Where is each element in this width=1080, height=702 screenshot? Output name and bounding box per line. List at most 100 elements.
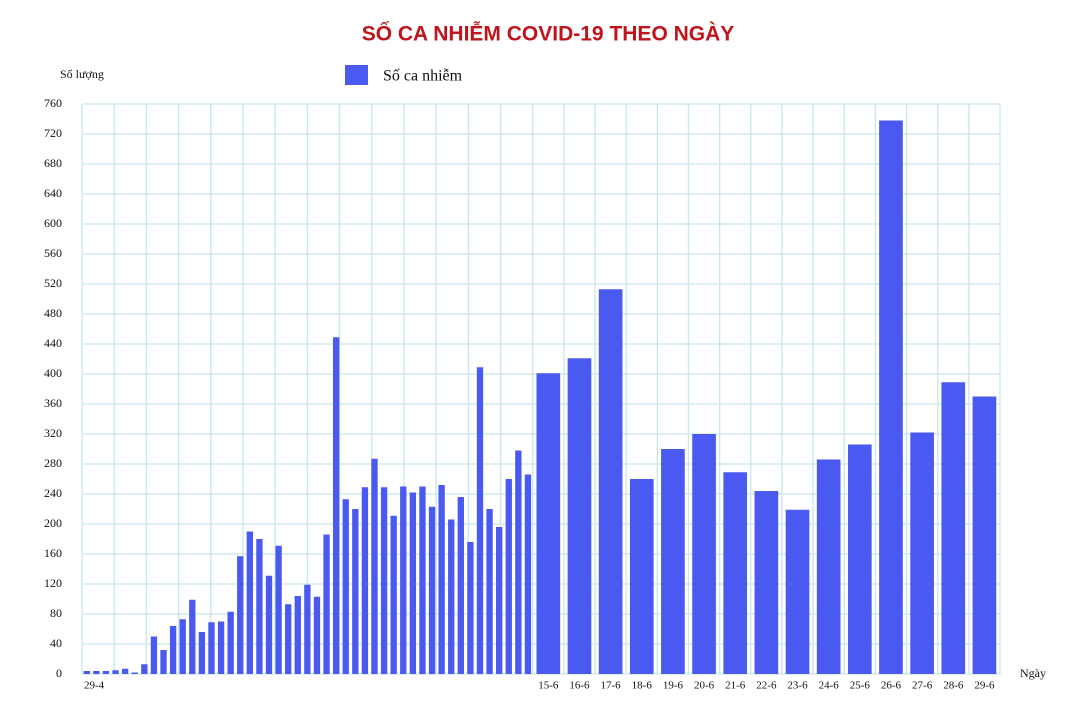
x-tick-label: 26-6 xyxy=(881,680,902,692)
x-tick-label: 24-6 xyxy=(819,680,840,692)
bar xyxy=(816,459,841,674)
bar xyxy=(496,527,503,674)
bar xyxy=(265,575,273,674)
y-axis-label: Số lượng xyxy=(60,67,104,81)
x-tick-label: 23-6 xyxy=(787,680,808,692)
bar xyxy=(275,545,282,674)
bar xyxy=(150,636,158,674)
x-tick-label: 21-6 xyxy=(725,680,746,692)
bar xyxy=(723,472,748,674)
bar xyxy=(400,486,407,674)
bar xyxy=(169,626,177,674)
y-tick-label: 680 xyxy=(44,156,62,170)
x-axis-label: Ngày xyxy=(1020,666,1046,680)
bar xyxy=(567,358,592,674)
bar xyxy=(217,621,225,674)
bar xyxy=(419,486,426,674)
y-tick-label: 400 xyxy=(44,366,62,380)
bar xyxy=(505,479,512,674)
x-tick-label: 29-4 xyxy=(84,680,105,692)
x-tick-label: 15-6 xyxy=(538,680,559,692)
bar xyxy=(598,289,623,674)
bar xyxy=(323,534,330,674)
bar xyxy=(515,450,522,674)
y-tick-label: 440 xyxy=(44,336,62,350)
bar xyxy=(661,449,685,674)
bar xyxy=(524,474,532,674)
bar xyxy=(486,509,493,674)
bar xyxy=(160,650,167,674)
y-tick-label: 160 xyxy=(44,546,62,560)
y-tick-label: 760 xyxy=(44,96,62,110)
bar xyxy=(847,444,872,674)
y-tick-label: 360 xyxy=(44,396,62,410)
bar xyxy=(371,458,378,674)
y-tick-label: 120 xyxy=(44,576,62,590)
bar xyxy=(879,120,903,674)
bar xyxy=(208,622,215,674)
x-tick-label: 25-6 xyxy=(850,680,871,692)
bar xyxy=(390,515,397,674)
bar xyxy=(189,599,196,674)
bar xyxy=(342,499,349,674)
bar xyxy=(428,506,436,674)
bar xyxy=(83,671,90,674)
x-tick-label: 19-6 xyxy=(663,680,684,692)
bar xyxy=(438,485,445,674)
bar xyxy=(313,596,321,674)
bar xyxy=(112,670,119,674)
y-tick-label: 560 xyxy=(44,246,62,260)
bar xyxy=(380,487,388,674)
bar xyxy=(198,632,206,674)
bar xyxy=(536,373,561,674)
y-tick-label: 240 xyxy=(44,486,62,500)
bar xyxy=(972,396,997,674)
x-tick-label: 18-6 xyxy=(632,680,653,692)
bar xyxy=(467,542,474,674)
bar xyxy=(294,596,301,674)
bar xyxy=(246,531,253,674)
bar xyxy=(754,491,779,674)
bar xyxy=(629,479,654,674)
bar xyxy=(457,497,464,674)
bar xyxy=(227,611,234,674)
y-tick-label: 600 xyxy=(44,216,62,230)
bar xyxy=(352,509,359,674)
bar xyxy=(785,509,810,674)
x-tick-label: 29-6 xyxy=(974,680,995,692)
bar xyxy=(141,664,148,674)
y-tick-label: 720 xyxy=(44,126,62,140)
bar xyxy=(448,519,455,674)
bar xyxy=(409,492,417,674)
bar xyxy=(179,619,186,674)
y-tick-label: 640 xyxy=(44,186,62,200)
bar xyxy=(910,432,934,674)
y-tick-label: 80 xyxy=(50,606,62,620)
y-tick-label: 480 xyxy=(44,306,62,320)
x-tick-label: 27-6 xyxy=(912,680,933,692)
x-tick-label: 17-6 xyxy=(601,680,622,692)
x-tick-label: 16-6 xyxy=(569,680,590,692)
bar xyxy=(285,604,292,674)
bar xyxy=(361,487,369,674)
legend-swatch xyxy=(345,65,368,85)
bar xyxy=(93,671,100,674)
x-tick-label: 28-6 xyxy=(943,680,964,692)
bar xyxy=(256,539,263,674)
bar xyxy=(121,668,129,674)
bar xyxy=(476,367,484,674)
chart-title: SỐ CA NHIỄM COVID-19 THEO NGÀY xyxy=(362,22,735,46)
y-tick-label: 40 xyxy=(50,636,62,650)
bar xyxy=(237,556,244,674)
bar xyxy=(131,672,138,674)
y-tick-label: 0 xyxy=(56,666,62,680)
x-tick-label: 20-6 xyxy=(694,680,715,692)
bar xyxy=(692,434,716,674)
x-tick-label: 22-6 xyxy=(756,680,777,692)
bar xyxy=(102,671,110,674)
y-tick-label: 280 xyxy=(44,456,62,470)
y-tick-label: 320 xyxy=(44,426,62,440)
bar xyxy=(332,337,340,674)
legend-label: Số ca nhiễm xyxy=(383,68,463,85)
